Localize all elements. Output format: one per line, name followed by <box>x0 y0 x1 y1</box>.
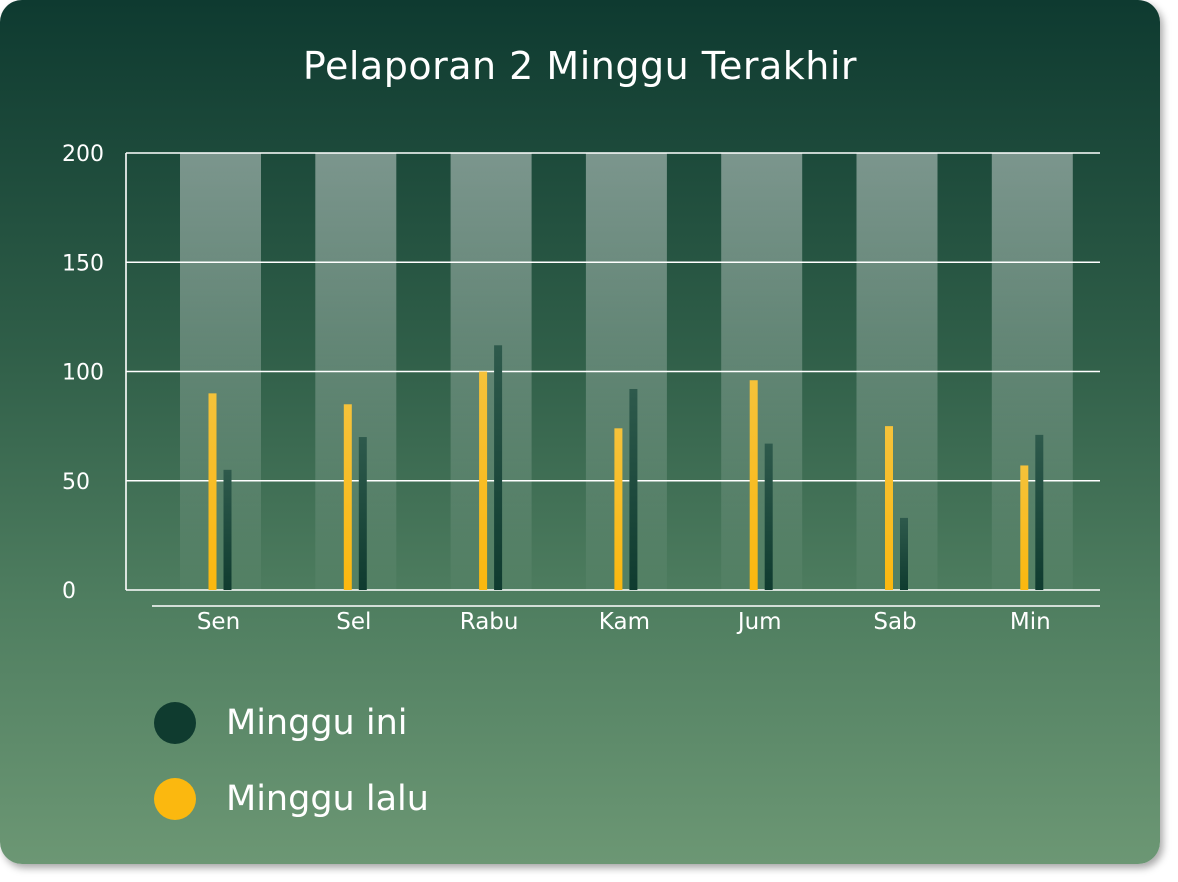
chart-card: Pelaporan 2 Minggu Terakhir 0 50 100 150 200… <box>0 0 1160 864</box>
legend-label-last-week: Minggu lalu <box>226 779 429 819</box>
bar-last-week <box>1020 465 1029 590</box>
bar-last-week <box>479 371 488 590</box>
x-tick-label: Kam <box>599 609 650 635</box>
x-tick-label: Rabu <box>460 609 519 635</box>
bar-this-week <box>358 437 367 590</box>
legend-label-this-week: Minggu ini <box>226 703 408 743</box>
bar-last-week <box>885 426 893 590</box>
y-tick-label: 100 <box>62 361 104 386</box>
bar-this-week <box>223 469 232 590</box>
bar-this-week <box>764 443 773 590</box>
bar-last-week <box>343 404 352 590</box>
bar-last-week <box>749 380 758 590</box>
x-tick-label: Sen <box>197 609 240 635</box>
y-tick-label: 200 <box>62 142 104 167</box>
bar-last-week <box>208 393 217 590</box>
bar-chart: 0 50 100 150 200 Sen Sel Rabu Kam Jum Sab Min <box>62 142 1073 635</box>
y-tick-label: 50 <box>62 470 90 495</box>
legend-item-last-week: Minggu lalu <box>154 777 429 821</box>
legend-item-this-week: Minggu ini <box>154 701 407 745</box>
y-tick-label: 0 <box>62 579 76 604</box>
x-tick-label: Sel <box>336 609 371 635</box>
x-tick-label: Sab <box>873 609 916 635</box>
bar-this-week <box>494 345 503 590</box>
x-tick-label: Min <box>1010 609 1051 635</box>
x-tick-label: Jum <box>736 609 782 635</box>
legend-swatch-last-week <box>154 778 196 820</box>
y-tick-label: 150 <box>62 251 104 276</box>
bar-this-week <box>900 517 908 590</box>
legend-swatch-this-week <box>154 702 196 744</box>
chart-title: Pelaporan 2 Minggu Terakhir <box>302 44 858 88</box>
bar-this-week <box>1035 434 1044 590</box>
bar-last-week <box>614 428 623 590</box>
bar-this-week <box>629 388 638 590</box>
